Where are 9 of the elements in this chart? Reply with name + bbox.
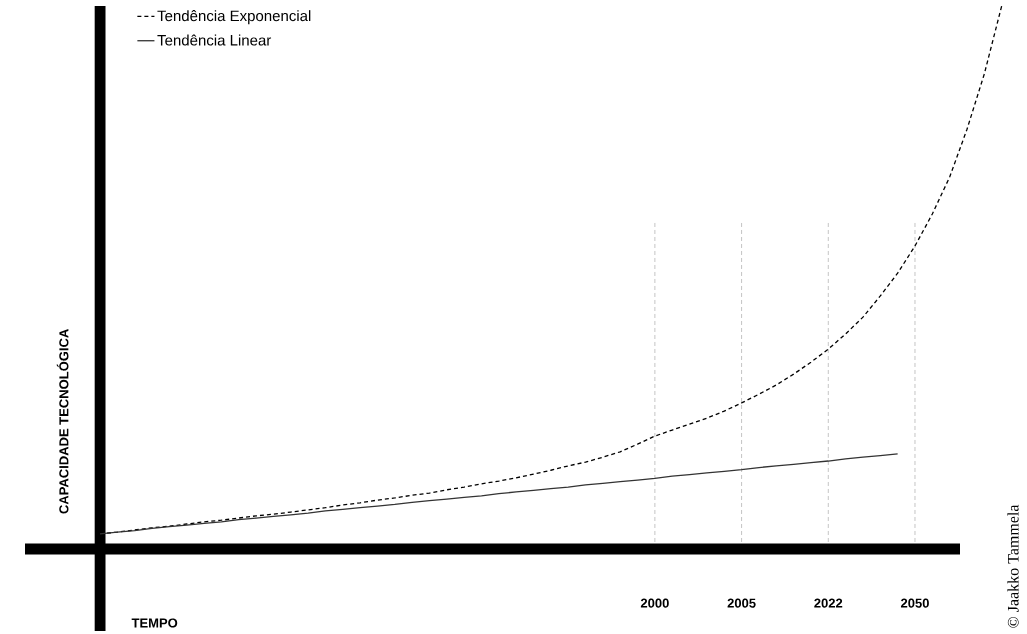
legend-label: Tendência Linear: [157, 34, 272, 46]
x-tick-label: 2000: [640, 598, 669, 608]
legend-label: Tendência Exponencial: [157, 10, 311, 25]
x-tick-label: 2022: [814, 598, 843, 608]
x-tick-label: 2005: [727, 598, 756, 608]
x-tick-label: 2050: [900, 598, 929, 608]
y-axis-title: CAPACIDADE TECNOLÓGICA: [56, 329, 69, 514]
annotation: © Jaakko Tammela: [1007, 504, 1019, 628]
x-axis-title: TEMPO: [131, 618, 178, 628]
